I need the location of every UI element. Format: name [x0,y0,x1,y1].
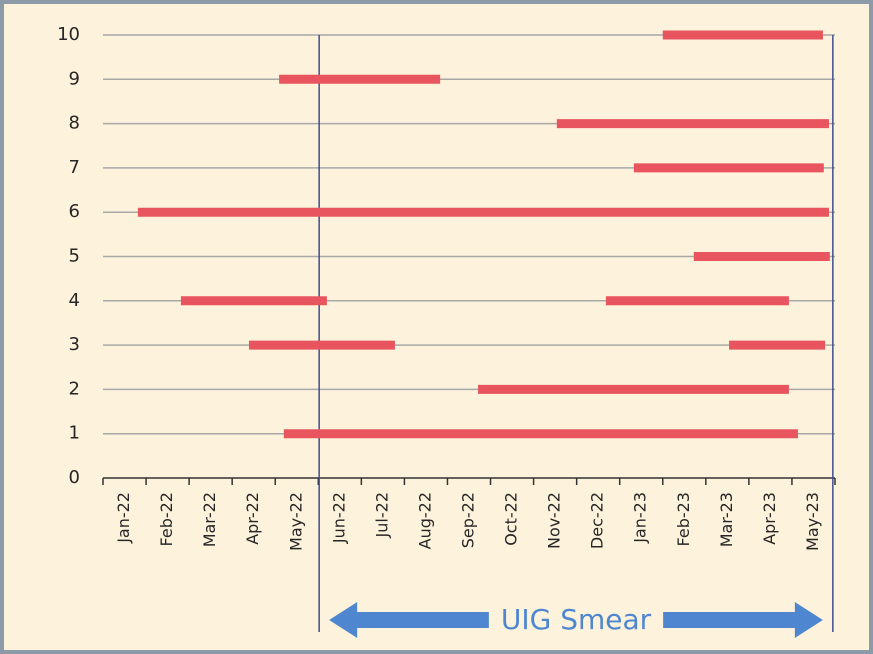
y-tick-label: 10 [57,24,80,45]
x-tick-label: May-23 [803,492,822,551]
y-tick-label: 1 [69,423,80,444]
y-tick-label: 3 [69,334,80,355]
y-tick-label: 0 [69,467,80,488]
x-tick-label: Feb-23 [674,492,693,546]
x-tick-label: Nov-22 [545,492,564,549]
y-tick-label: 2 [69,378,80,399]
x-tick-label: Aug-22 [415,492,434,549]
annotation-text: UIG Smear [501,603,652,636]
y-tick-label: 9 [69,68,80,89]
x-tick-label: Sep-22 [459,492,478,548]
y-tick-label: 4 [69,290,80,311]
y-tick-label: 7 [69,157,80,178]
y-tick-label: 5 [69,246,80,267]
y-tick-label: 8 [69,113,80,134]
x-tick-label: Mar-23 [717,492,736,547]
chart: 0 1 2 3 4 5 6 7 8 9 10 Jan-22 Feb-22 Mar-22 Apr-22 May-… [57,24,836,638]
x-tick-label: Jan-23 [631,492,650,544]
x-tick-label: Jul-22 [372,492,391,538]
x-tick-label: May-22 [286,492,305,551]
x-tick-label: Jun-22 [329,492,348,544]
x-tick-label: Apr-22 [243,492,262,545]
x-tick-label: Oct-22 [502,492,521,546]
arrow-right [663,602,823,638]
x-tick-label: Jan-22 [114,492,133,544]
y-tick-label: 6 [69,201,80,222]
x-tick-label: Mar-22 [200,492,219,547]
arrow-left [329,602,489,638]
x-tick-label: Feb-22 [157,492,176,546]
x-tick-label: Dec-22 [588,492,607,549]
x-tick-label: Apr-23 [760,492,779,545]
